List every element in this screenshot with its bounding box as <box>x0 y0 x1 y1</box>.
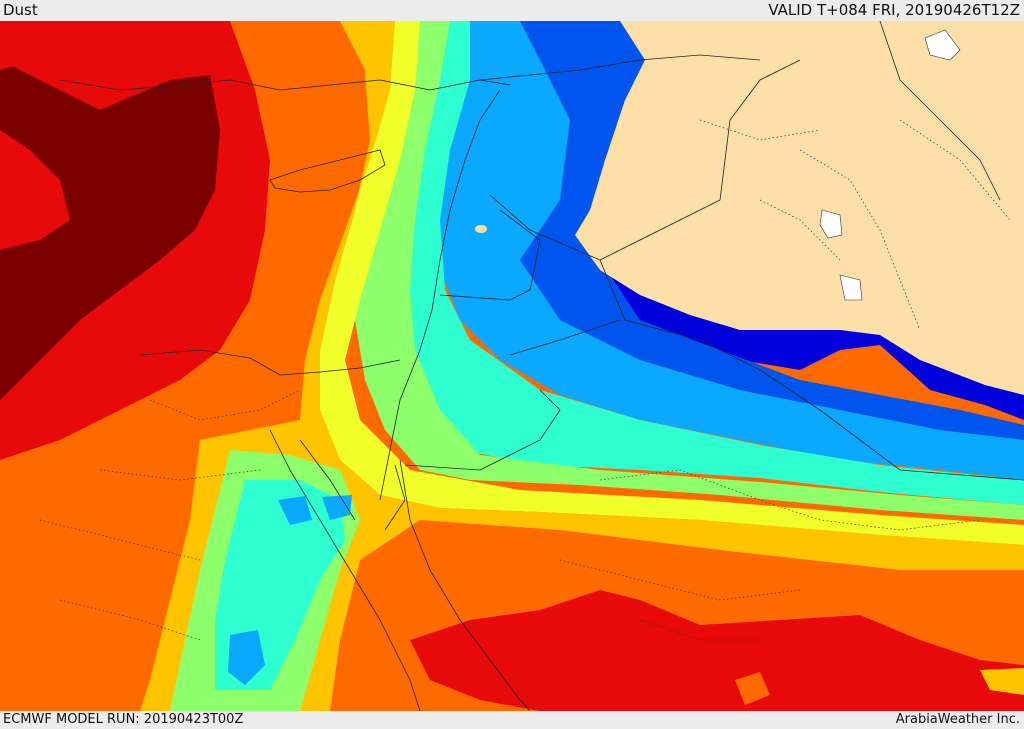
dust-band-very-low-south-3 <box>228 630 265 685</box>
dust-band-low-moderate <box>355 21 1024 520</box>
dust-free-spot <box>475 225 487 233</box>
dust-band-very-low-south-2 <box>322 495 352 520</box>
lake-2 <box>819 209 843 239</box>
dust-forecast-map[interactable] <box>0 21 1024 711</box>
dust-free-land <box>575 21 1024 395</box>
dust-band-very-high-nw <box>0 21 40 70</box>
dust-band-high-blob <box>735 672 770 705</box>
dust-band-low <box>380 21 1024 505</box>
admin-borders <box>39 119 1011 641</box>
valid-time-label: VALID T+084 FRI, 20190426T12Z <box>768 1 1020 19</box>
dust-band-very-high-south <box>410 590 1024 711</box>
footer-bar: ECMWF MODEL RUN: 20190423T00Z ArabiaWeat… <box>0 711 1024 729</box>
credit-label: ArabiaWeather Inc. <box>895 712 1020 727</box>
lake-1 <box>924 29 961 61</box>
lake-3 <box>839 274 863 301</box>
dust-band-very-low <box>430 21 1024 480</box>
dust-band-moderate-high <box>140 21 1024 711</box>
dust-band-very-low-south-1 <box>278 496 312 525</box>
coastlines <box>59 21 1024 711</box>
header-bar: Dust VALID T+084 FRI, 20190426T12Z <box>0 0 1024 21</box>
dust-band-extreme <box>0 60 220 400</box>
dust-field-svg <box>0 21 1024 711</box>
map-title: Dust <box>3 1 38 19</box>
dust-band-moderate-high-se <box>980 668 1024 695</box>
model-run-label: ECMWF MODEL RUN: 20190423T00Z <box>3 712 244 727</box>
